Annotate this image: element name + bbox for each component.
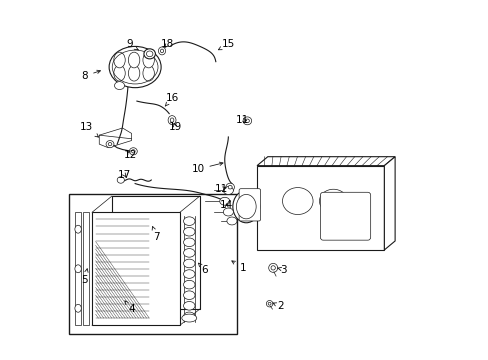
Ellipse shape: [128, 52, 140, 68]
Text: 8: 8: [81, 70, 100, 81]
Polygon shape: [384, 157, 394, 250]
Ellipse shape: [319, 189, 347, 213]
Text: 19: 19: [168, 122, 182, 132]
Text: 11: 11: [236, 115, 249, 125]
Ellipse shape: [282, 188, 312, 215]
Ellipse shape: [236, 194, 256, 219]
Ellipse shape: [75, 225, 81, 233]
Ellipse shape: [142, 52, 154, 68]
Ellipse shape: [183, 270, 195, 278]
Polygon shape: [99, 128, 131, 148]
Ellipse shape: [182, 314, 196, 322]
Text: 3: 3: [277, 265, 286, 275]
Ellipse shape: [223, 186, 233, 194]
Ellipse shape: [183, 259, 195, 268]
Ellipse shape: [128, 66, 140, 81]
Ellipse shape: [226, 217, 237, 225]
Ellipse shape: [266, 301, 272, 307]
Ellipse shape: [129, 148, 137, 155]
Ellipse shape: [143, 49, 155, 59]
Ellipse shape: [114, 52, 125, 68]
Bar: [69, 194, 237, 334]
Polygon shape: [75, 212, 81, 325]
Ellipse shape: [243, 117, 251, 125]
Text: 5: 5: [81, 269, 88, 285]
Ellipse shape: [245, 119, 249, 123]
Ellipse shape: [114, 82, 124, 90]
Ellipse shape: [131, 150, 135, 153]
Ellipse shape: [75, 265, 81, 273]
Ellipse shape: [183, 301, 195, 310]
Text: 16: 16: [165, 93, 178, 106]
Ellipse shape: [183, 249, 195, 257]
Ellipse shape: [183, 291, 195, 300]
Text: 12: 12: [124, 150, 137, 160]
Text: 18: 18: [161, 40, 174, 49]
Text: 17: 17: [118, 170, 131, 180]
Text: 6: 6: [198, 263, 208, 275]
Ellipse shape: [168, 116, 176, 125]
Ellipse shape: [108, 143, 112, 146]
Ellipse shape: [183, 228, 195, 236]
Text: 13: 13: [79, 122, 99, 137]
Ellipse shape: [270, 266, 275, 270]
FancyBboxPatch shape: [320, 192, 370, 240]
Text: 15: 15: [218, 40, 235, 50]
FancyBboxPatch shape: [239, 189, 260, 221]
Ellipse shape: [170, 118, 174, 122]
Ellipse shape: [225, 183, 234, 191]
Ellipse shape: [114, 66, 125, 81]
Ellipse shape: [158, 47, 165, 55]
Ellipse shape: [183, 312, 195, 321]
Ellipse shape: [267, 302, 270, 305]
Ellipse shape: [228, 185, 232, 189]
Text: 14: 14: [220, 200, 233, 210]
Ellipse shape: [219, 197, 229, 205]
Text: 9: 9: [126, 40, 138, 50]
Ellipse shape: [109, 46, 161, 87]
Polygon shape: [82, 212, 89, 325]
Polygon shape: [257, 157, 394, 166]
Ellipse shape: [183, 238, 195, 247]
Polygon shape: [92, 212, 180, 325]
Text: 10: 10: [191, 162, 223, 174]
Ellipse shape: [232, 190, 259, 223]
Ellipse shape: [183, 217, 195, 225]
Ellipse shape: [146, 51, 153, 57]
Ellipse shape: [268, 264, 277, 273]
Ellipse shape: [223, 208, 233, 216]
Text: 7: 7: [152, 226, 160, 242]
Ellipse shape: [75, 304, 81, 312]
Text: 1: 1: [231, 261, 245, 273]
Text: 2: 2: [272, 301, 283, 311]
Text: 4: 4: [125, 301, 135, 314]
Ellipse shape: [160, 49, 163, 53]
Text: 11: 11: [214, 184, 227, 194]
Ellipse shape: [106, 140, 114, 148]
Ellipse shape: [117, 177, 124, 183]
Ellipse shape: [183, 280, 195, 289]
Polygon shape: [257, 166, 384, 250]
Ellipse shape: [142, 66, 154, 81]
